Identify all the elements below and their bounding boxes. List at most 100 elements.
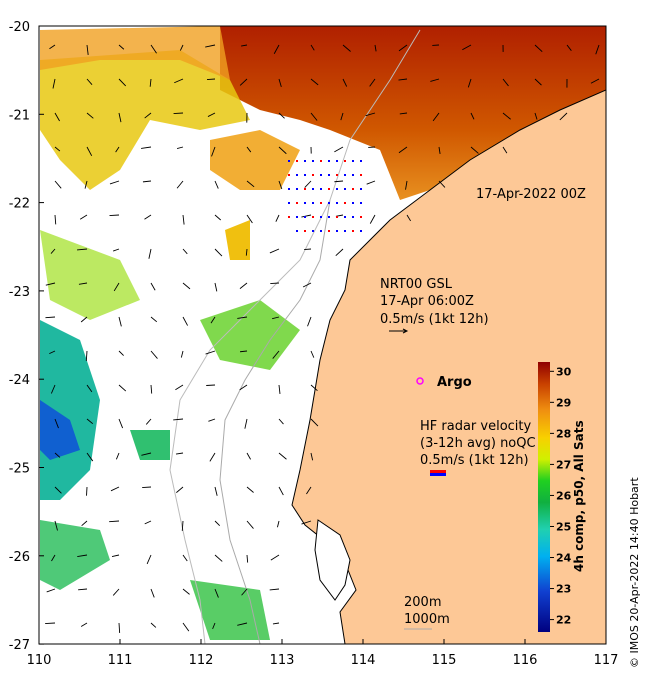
lat-tick-label: -27 bbox=[9, 638, 30, 653]
hf-vector-icon bbox=[304, 174, 306, 176]
colorbar-tick-label: 22 bbox=[556, 614, 571, 627]
current-arrow-icon bbox=[78, 282, 88, 285]
current-arrow-icon bbox=[80, 622, 88, 627]
hf-vector-icon bbox=[352, 230, 354, 232]
current-arrow-icon bbox=[150, 282, 156, 291]
hf-vector-icon bbox=[320, 160, 322, 162]
current-arrow-icon bbox=[470, 112, 475, 120]
current-arrow-icon bbox=[81, 520, 88, 527]
current-arrow-icon bbox=[374, 44, 377, 52]
hf-vector-icon bbox=[360, 230, 362, 232]
hf-legend-line3: 0.5m/s (1kt 12h) bbox=[420, 453, 529, 468]
current-arrow-icon bbox=[109, 214, 120, 216]
current-arrow-icon bbox=[240, 44, 248, 47]
current-arrow-icon bbox=[212, 622, 216, 630]
current-arrow-icon bbox=[310, 452, 314, 461]
hf-vector-icon bbox=[344, 174, 346, 176]
current-arrow-icon bbox=[334, 146, 344, 153]
hf-vector-icon bbox=[360, 216, 362, 218]
hf-vector-icon bbox=[344, 188, 346, 190]
hf-vector-icon bbox=[328, 174, 330, 176]
current-arrow-icon bbox=[54, 146, 61, 152]
current-arrow-icon bbox=[84, 180, 88, 189]
current-arrow-icon bbox=[278, 146, 287, 155]
current-arrow-icon bbox=[237, 622, 248, 626]
hf-vector-icon bbox=[320, 230, 322, 232]
current-arrow-icon bbox=[115, 146, 120, 153]
hf-vector-icon bbox=[288, 160, 290, 162]
current-arrow-icon bbox=[432, 112, 440, 122]
current-arrow-icon bbox=[272, 350, 280, 359]
lat-tick-label: -20 bbox=[9, 20, 30, 35]
hf-vector-icon bbox=[336, 202, 338, 204]
hf-vector-icon bbox=[328, 216, 330, 218]
current-arrow-icon bbox=[534, 78, 542, 86]
hf-vector-icon bbox=[336, 174, 338, 176]
current-arrow-icon bbox=[278, 486, 284, 496]
current-arrow-icon bbox=[270, 554, 280, 561]
current-arrow-icon bbox=[115, 452, 120, 460]
lat-tick-label: -22 bbox=[9, 197, 30, 212]
current-arrow-icon bbox=[144, 214, 152, 220]
current-arrow-icon bbox=[180, 350, 184, 358]
current-arrow-icon bbox=[112, 248, 120, 252]
hf-vector-icon bbox=[320, 202, 322, 204]
isobath-200m bbox=[219, 199, 331, 644]
current-arrow-icon bbox=[118, 418, 124, 429]
current-arrow-icon bbox=[150, 384, 153, 394]
hf-legend-line1: HF radar velocity bbox=[420, 419, 532, 434]
current-arrow-icon bbox=[86, 452, 94, 462]
hf-radar-vectors bbox=[288, 160, 362, 232]
colorbar-ticks: 22 23 24 25 26 27 28 29 30 bbox=[550, 365, 572, 627]
current-arrow-icon bbox=[144, 112, 152, 119]
current-arrow-icon bbox=[118, 622, 121, 633]
hf-vector-icon bbox=[312, 202, 314, 204]
hf-vector-icon bbox=[336, 160, 338, 162]
current-arrow-icon bbox=[273, 44, 280, 54]
current-arrow-icon bbox=[118, 316, 122, 327]
current-arrow-icon bbox=[150, 622, 157, 628]
current-arrow-icon bbox=[148, 248, 152, 259]
current-arrow-icon bbox=[214, 520, 221, 527]
current-arrow-icon bbox=[214, 214, 222, 221]
current-arrow-icon bbox=[174, 78, 184, 84]
hf-vector-icon bbox=[336, 188, 338, 190]
hf-vector-icon bbox=[328, 230, 330, 232]
current-arrow-icon bbox=[310, 384, 318, 392]
current-arrow-icon bbox=[398, 44, 408, 52]
current-arrow-icon bbox=[145, 418, 152, 425]
arrowhead-icon bbox=[402, 328, 409, 334]
model-legend: NRT00 GSL 17-Apr 06:00Z 0.5m/s (1kt 12h) bbox=[380, 277, 489, 334]
current-arrow-icon bbox=[173, 112, 184, 115]
current-arrow-icon bbox=[275, 214, 280, 222]
current-arrow-icon bbox=[182, 622, 190, 632]
current-arrow-icon bbox=[144, 520, 152, 525]
current-arrow-icon bbox=[462, 44, 472, 51]
current-arrow-icon bbox=[272, 316, 280, 320]
current-arrow-icon bbox=[304, 248, 312, 250]
hf-vector-icon bbox=[328, 160, 330, 162]
current-arrow-icon bbox=[272, 622, 280, 625]
current-arrow-icon bbox=[54, 486, 62, 494]
current-arrow-icon bbox=[109, 520, 120, 523]
hf-vector-icon bbox=[360, 202, 362, 204]
hf-vector-icon bbox=[352, 174, 354, 176]
current-arrow-icon bbox=[310, 78, 319, 86]
current-arrow-icon bbox=[244, 418, 248, 429]
current-arrow-icon bbox=[246, 146, 252, 153]
current-arrow-icon bbox=[110, 486, 120, 492]
current-arrow-icon bbox=[559, 112, 568, 121]
current-arrow-icon bbox=[141, 452, 152, 456]
hf-legend-line2: (3-12h avg) noQC bbox=[420, 436, 536, 451]
colorbar-tick-label: 30 bbox=[556, 365, 572, 378]
current-arrow-icon bbox=[86, 384, 93, 393]
hf-red-arrow-icon bbox=[430, 470, 446, 473]
hf-vector-icon bbox=[304, 160, 306, 162]
current-arrow-icon bbox=[85, 350, 88, 361]
hf-vector-icon bbox=[344, 202, 346, 204]
current-arrow-icon bbox=[365, 112, 376, 117]
current-arrow-icon bbox=[86, 78, 93, 85]
current-arrow-icon bbox=[173, 418, 184, 421]
map-frame bbox=[38, 25, 607, 645]
